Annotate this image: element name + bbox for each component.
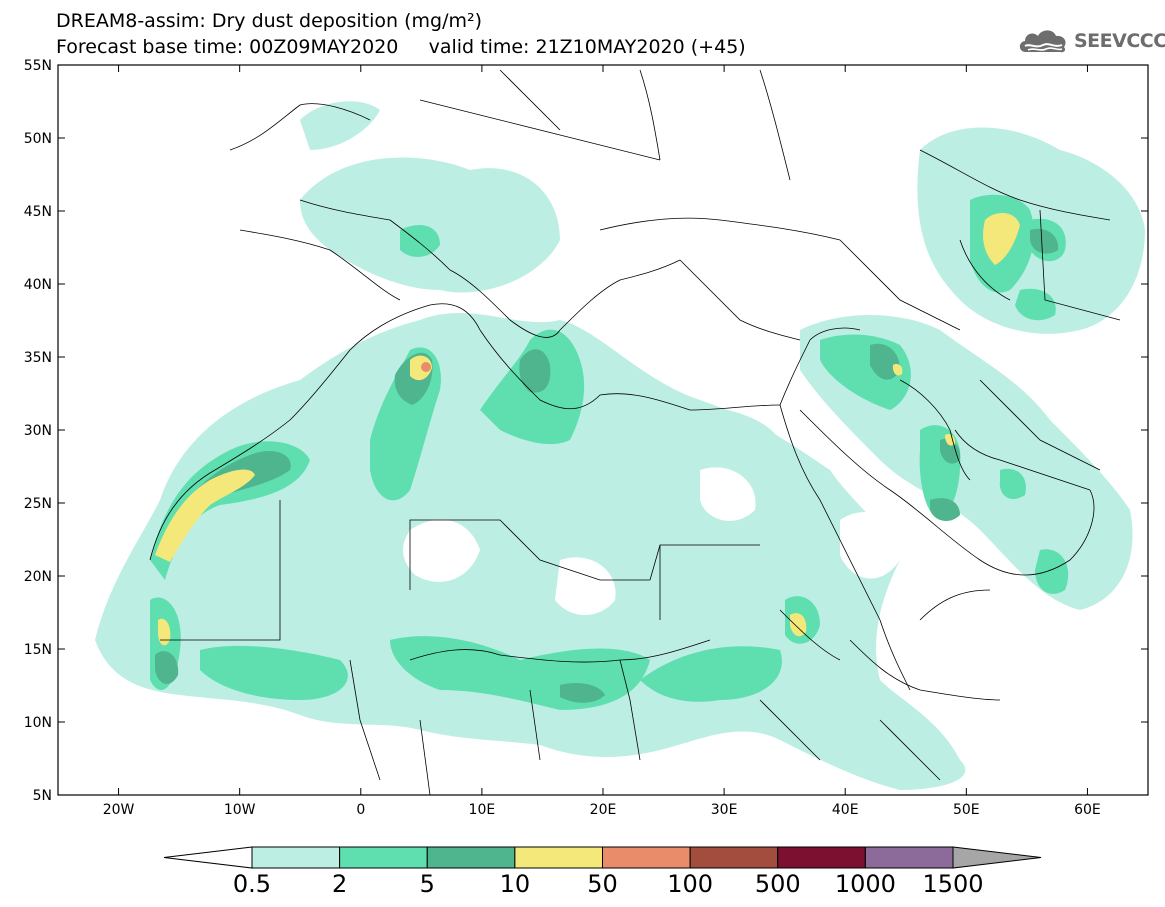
lat-tick-label: 55N	[24, 58, 52, 74]
seevccc-logo: SEEVCCC	[1016, 26, 1165, 56]
colorbar-label: 500	[755, 870, 801, 898]
lat-tick-label: 15N	[24, 642, 52, 658]
lon-tick-label: 20W	[103, 802, 135, 818]
country-borders	[149, 69, 1121, 795]
colorbar-segment	[251, 846, 341, 869]
colorbar-label: 50	[587, 870, 618, 898]
colorbar-segment	[689, 846, 779, 869]
longitude-axis: 20W 10W 0 10E 20E 30E 40E 50E 60E	[103, 65, 1101, 818]
colorbar-label: 10	[500, 870, 531, 898]
colorbar-label: 1000	[835, 870, 896, 898]
lat-tick-label: 10N	[24, 715, 52, 731]
lat-tick-label: 45N	[24, 204, 52, 220]
lon-tick-label: 40E	[832, 802, 859, 818]
dust-deposition-field	[95, 101, 1145, 790]
colorbar-under-arrow	[163, 846, 253, 869]
latitude-axis: 55N 50N 45N 40N 35N 30N 25N 20N 15N 10N 5N	[24, 58, 1148, 804]
cloud-icon	[1019, 30, 1066, 53]
colorbar-label: 1500	[922, 870, 983, 898]
lon-tick-label: 10E	[469, 802, 496, 818]
colorbar-segment	[602, 846, 691, 869]
lat-tick-label: 5N	[33, 788, 52, 804]
lat-tick-label: 25N	[24, 496, 52, 512]
lat-tick-label: 35N	[24, 350, 52, 366]
logo-text: SEEVCCC	[1074, 30, 1165, 52]
map-title: DREAM8-assim: Dry dust deposition (mg/m²…	[56, 10, 483, 32]
colorbar-over-arrow	[952, 846, 1042, 869]
lat-tick-label: 40N	[24, 277, 52, 293]
lat-tick-label: 50N	[24, 131, 52, 147]
lon-tick-label: 60E	[1074, 802, 1101, 818]
colorbar-segment	[777, 846, 866, 869]
colorbar: 0.5 2 5 10 50 100 500 1000 1500	[163, 846, 1042, 898]
colorbar-label: 2	[332, 870, 347, 898]
lon-tick-label: 0	[356, 802, 365, 818]
map-subtitle: Forecast base time: 00Z09MAY2020 valid t…	[56, 36, 746, 58]
lon-tick-label: 50E	[953, 802, 980, 818]
colorbar-segment	[426, 846, 516, 869]
colorbar-label: 5	[420, 870, 435, 898]
colorbar-label: 100	[667, 870, 713, 898]
lat-tick-label: 20N	[24, 569, 52, 585]
colorbar-segment	[339, 846, 428, 869]
colorbar-segment	[514, 846, 603, 869]
lon-tick-label: 30E	[711, 802, 738, 818]
colorbar-label: 0.5	[233, 870, 271, 898]
colorbar-segment	[864, 846, 954, 869]
lat-tick-label: 30N	[24, 423, 52, 439]
lon-tick-label: 20E	[590, 802, 617, 818]
lon-tick-label: 10W	[224, 802, 256, 818]
